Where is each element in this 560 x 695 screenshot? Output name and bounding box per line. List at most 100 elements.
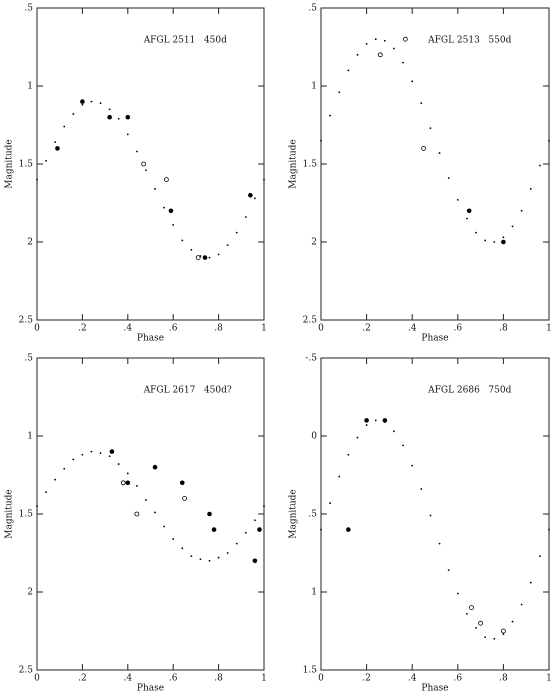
- dot-point: [235, 231, 238, 234]
- y-tick-label: 1: [311, 82, 317, 92]
- y-tick-label: -.5: [305, 354, 317, 364]
- dot-point: [244, 531, 247, 534]
- dot-point: [393, 47, 395, 50]
- dot-point: [338, 91, 341, 94]
- x-axis-label: Phase: [137, 334, 164, 344]
- dot-point: [347, 453, 350, 456]
- open-point: [478, 620, 484, 626]
- dot-point: [181, 547, 184, 550]
- x-tick-label: .8: [499, 674, 508, 684]
- dot-point: [493, 241, 496, 243]
- dot-point: [456, 198, 459, 201]
- dot-point: [411, 464, 414, 467]
- dot-point: [356, 53, 359, 56]
- x-tick-label: .8: [214, 674, 223, 684]
- open-point: [163, 177, 169, 183]
- filled-point: [125, 480, 131, 486]
- dot-point: [511, 620, 514, 623]
- dot-point: [208, 559, 211, 562]
- x-tick-label: .4: [124, 674, 133, 684]
- dot-point: [402, 61, 404, 64]
- dot-point: [347, 69, 350, 72]
- dot-point: [320, 139, 322, 142]
- y-tick-label: 2: [311, 238, 317, 248]
- dot-point: [54, 478, 57, 481]
- dot-point: [520, 209, 523, 212]
- dot-point: [63, 467, 66, 470]
- filled-point: [179, 480, 185, 486]
- open-point: [377, 52, 383, 58]
- open-point: [141, 161, 147, 167]
- dot-point: [263, 178, 265, 181]
- dot-point: [538, 555, 541, 558]
- y-tick-label: 2: [27, 588, 33, 598]
- dot-point: [374, 419, 377, 422]
- x-tick-label: 1: [261, 674, 267, 684]
- dot-point: [466, 217, 468, 220]
- x-tick-label: .2: [362, 324, 371, 334]
- dot-point: [447, 569, 450, 572]
- dot-point: [538, 164, 541, 167]
- x-axis-label: Phase: [137, 684, 164, 694]
- x-axis-label: Phase: [421, 684, 448, 694]
- dot-point: [338, 475, 341, 478]
- dot-point: [54, 141, 57, 144]
- x-tick-label: 1: [546, 324, 552, 334]
- y-tick-label: 2.5: [19, 666, 34, 676]
- dot-point: [447, 177, 450, 179]
- dot-point: [72, 113, 75, 115]
- filled-point: [466, 208, 472, 214]
- open-point: [134, 511, 140, 517]
- y-tick-label: 1.5: [19, 160, 34, 170]
- filled-point: [109, 449, 115, 454]
- dot-point: [90, 450, 93, 453]
- filled-point: [125, 114, 131, 120]
- chart-title: AFGL 2513 550d: [427, 36, 511, 46]
- x-axis-label: Phase: [421, 334, 448, 344]
- dot-point: [548, 139, 550, 142]
- dot-point: [235, 542, 238, 545]
- dot-point: [99, 452, 102, 455]
- dot-point: [163, 525, 166, 528]
- dot-point: [429, 514, 432, 517]
- dot-point: [81, 103, 84, 106]
- filled-point: [80, 99, 85, 104]
- filled-point: [346, 527, 351, 532]
- y-tick-label: .5: [308, 4, 317, 14]
- filled-point: [202, 255, 208, 260]
- plot-frame: [36, 357, 265, 671]
- plot-frame: [320, 7, 550, 321]
- dot-point: [190, 555, 193, 558]
- dot-point: [108, 455, 111, 458]
- dot-point: [429, 127, 432, 130]
- dot-point: [493, 637, 496, 640]
- x-tick-label: .2: [78, 324, 87, 334]
- dot-point: [163, 206, 166, 209]
- filled-point: [207, 511, 212, 517]
- x-tick-label: .6: [454, 674, 463, 684]
- y-tick-label: 2.5: [19, 316, 34, 326]
- open-point: [469, 605, 474, 610]
- dot-point: [365, 424, 368, 426]
- dot-point: [393, 430, 395, 433]
- dot-point: [502, 236, 505, 239]
- x-tick-label: .6: [169, 674, 178, 684]
- dot-point: [502, 633, 505, 636]
- dot-point: [438, 542, 441, 545]
- y-tick-label: 1: [27, 432, 33, 442]
- dot-point: [548, 528, 550, 531]
- dot-point: [36, 505, 38, 508]
- dot-point: [511, 225, 514, 228]
- filled-point: [248, 192, 253, 198]
- x-tick-label: .2: [78, 674, 87, 684]
- y-axis-label: Magnitude: [5, 139, 15, 189]
- dot-point: [456, 592, 459, 595]
- x-tick-label: .2: [362, 674, 371, 684]
- y-tick-label: .5: [308, 510, 317, 520]
- filled-point: [257, 527, 262, 532]
- y-tick-label: 1.5: [303, 666, 318, 676]
- filled-point: [152, 464, 158, 470]
- open-point: [120, 480, 126, 486]
- dot-point: [135, 485, 138, 487]
